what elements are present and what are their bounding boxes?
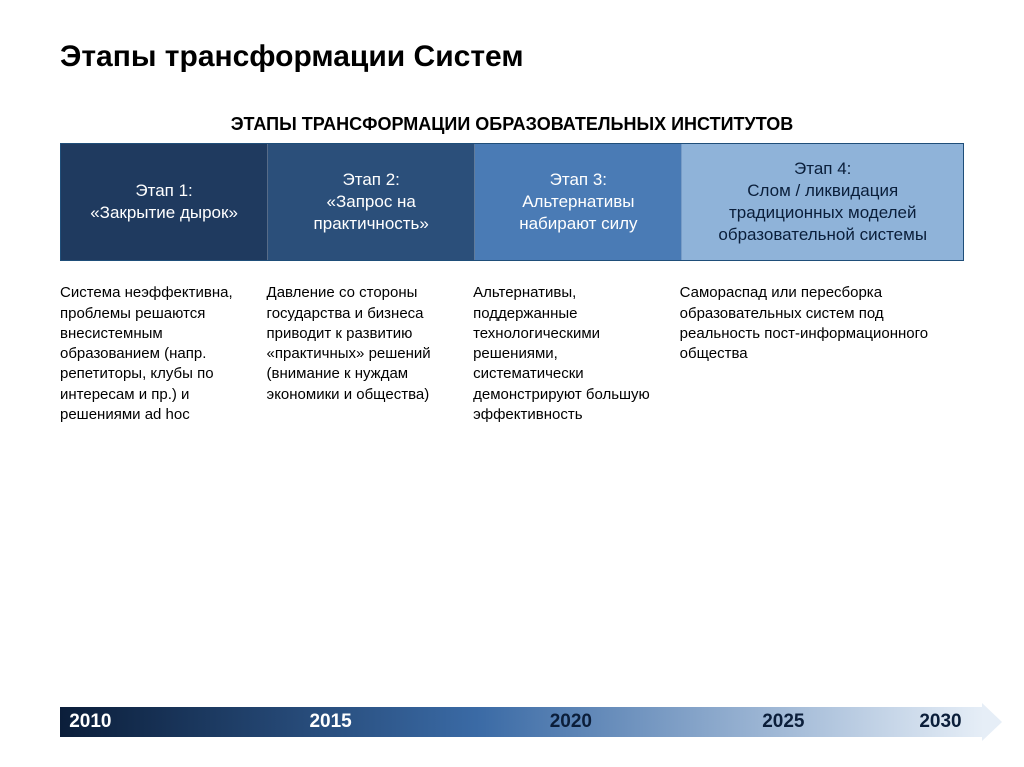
stage-cell-4: Этап 4: Слом / ликвидация традиционных м… bbox=[682, 144, 963, 260]
stage-2-line2: «Запрос на практичность» bbox=[278, 191, 464, 235]
stage-cell-2: Этап 2: «Запрос на практичность» bbox=[268, 144, 475, 260]
stage-3-line2: Альтернативы набирают силу bbox=[485, 191, 671, 235]
page-title: Этапы трансформации Систем bbox=[60, 40, 964, 74]
stage-1-description: Система неэффективна, проблемы решаются … bbox=[60, 283, 267, 425]
timeline-bar: 2010 2015 2020 2025 2030 bbox=[60, 707, 984, 737]
timeline: 2010 2015 2020 2025 2030 bbox=[60, 707, 984, 737]
stages-description-row: Система неэффективна, проблемы решаются … bbox=[60, 283, 964, 425]
timeline-tick-2020: 2020 bbox=[550, 707, 592, 737]
stage-4-line1: Этап 4: bbox=[794, 158, 851, 180]
timeline-tick-2025: 2025 bbox=[762, 707, 804, 737]
stage-3-description: Альтернативы, поддержанные технологическ… bbox=[473, 283, 680, 425]
diagram-subtitle: ЭТАПЫ ТРАНСФОРМАЦИИ ОБРАЗОВАТЕЛЬНЫХ ИНСТ… bbox=[60, 114, 964, 135]
stage-4-description: Самораспад или пересборка образовательны… bbox=[680, 283, 964, 425]
stage-cell-1: Этап 1: «Закрытие дырок» bbox=[61, 144, 268, 260]
stage-3-line1: Этап 3: bbox=[550, 169, 607, 191]
stage-1-line2: «Закрытие дырок» bbox=[90, 202, 238, 224]
stage-cell-3: Этап 3: Альтернативы набирают силу bbox=[475, 144, 682, 260]
stage-1-line1: Этап 1: bbox=[135, 180, 192, 202]
timeline-tick-2010: 2010 bbox=[69, 707, 111, 737]
stage-4-line2: Слом / ликвидация традиционных моделей о… bbox=[692, 180, 953, 246]
timeline-tick-2030: 2030 bbox=[919, 707, 961, 737]
stages-header-row: Этап 1: «Закрытие дырок» Этап 2: «Запрос… bbox=[60, 143, 964, 261]
stage-2-line1: Этап 2: bbox=[343, 169, 400, 191]
stage-2-description: Давление со стороны государства и бизнес… bbox=[267, 283, 474, 425]
timeline-tick-2015: 2015 bbox=[309, 707, 351, 737]
